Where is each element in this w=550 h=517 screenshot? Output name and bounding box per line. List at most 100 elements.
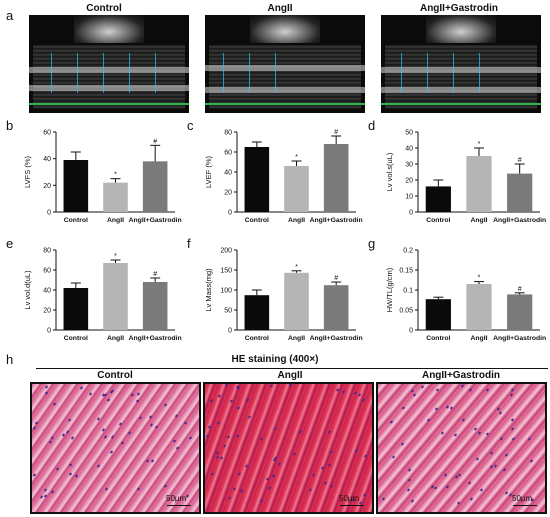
nucleus bbox=[104, 487, 109, 491]
x-tick-label: Control bbox=[426, 335, 450, 342]
nucleus bbox=[205, 434, 210, 438]
bar bbox=[425, 299, 451, 330]
nucleus bbox=[149, 423, 154, 427]
y-tick-label: 40 bbox=[43, 156, 51, 163]
x-tick-label: Control bbox=[64, 217, 88, 224]
scale-label-angii: 50μm bbox=[339, 494, 360, 503]
panel-letter-d: d bbox=[368, 118, 376, 133]
x-tick-label: Control bbox=[64, 335, 88, 342]
nucleus bbox=[148, 415, 153, 419]
histology-image-control bbox=[30, 382, 201, 514]
bar bbox=[507, 173, 533, 212]
y-tick-label: 0.15 bbox=[399, 268, 413, 275]
nucleus bbox=[32, 426, 37, 430]
nucleus bbox=[361, 398, 366, 402]
scale-label-gastrodin: 50μm bbox=[512, 494, 533, 503]
panel-letter-b: b bbox=[6, 118, 14, 133]
nucleus bbox=[391, 455, 396, 459]
nucleus bbox=[120, 441, 125, 445]
bar bbox=[323, 144, 349, 212]
nucleus bbox=[44, 385, 49, 389]
nucleus bbox=[353, 391, 358, 395]
nucleus bbox=[489, 451, 494, 455]
x-tick-label: Control bbox=[245, 335, 269, 342]
echo-title-angii: AngII bbox=[267, 3, 293, 14]
echo-image-angii bbox=[205, 15, 365, 113]
bar bbox=[466, 156, 492, 212]
nucleus bbox=[335, 388, 340, 392]
nucleus bbox=[407, 478, 412, 482]
nucleus bbox=[215, 455, 220, 459]
nucleus bbox=[510, 388, 515, 392]
nucleus bbox=[44, 391, 49, 395]
nucleus bbox=[311, 473, 316, 477]
nucleus bbox=[136, 392, 141, 396]
nucleus bbox=[271, 474, 276, 478]
nucleus bbox=[445, 485, 450, 489]
nucleus bbox=[362, 493, 367, 497]
nucleus bbox=[235, 434, 240, 438]
x-tick-label: AngII bbox=[288, 217, 305, 224]
significance-marker: # bbox=[153, 138, 157, 145]
nucleus bbox=[498, 411, 503, 415]
nucleus bbox=[407, 468, 412, 472]
nucleus bbox=[510, 427, 515, 431]
nucleus bbox=[510, 418, 515, 422]
significance-marker: # bbox=[334, 275, 338, 282]
nucleus bbox=[461, 418, 466, 422]
nucleus bbox=[298, 430, 303, 434]
y-tick-label: 20 bbox=[43, 308, 51, 315]
bar bbox=[284, 272, 309, 330]
bar bbox=[142, 282, 168, 330]
chart-e: 0 20 40 60 80 Lv vol.d(uL) Control * AngII # AngII… bbox=[23, 248, 182, 343]
x-tick-label: AngII+Gastrodin bbox=[310, 335, 363, 342]
nucleus bbox=[79, 386, 84, 390]
y-axis-label: Lv vol.d(uL) bbox=[23, 270, 32, 310]
nucleus bbox=[272, 458, 277, 462]
nucleus bbox=[67, 418, 72, 422]
histology-label-angii: AngII bbox=[277, 370, 303, 381]
nucleus bbox=[39, 495, 44, 499]
nucleus bbox=[110, 435, 115, 439]
y-tick-label: 80 bbox=[43, 248, 51, 255]
nucleus bbox=[493, 464, 498, 468]
y-tick-label: 30 bbox=[405, 162, 413, 169]
y-tick-label: 40 bbox=[405, 146, 413, 153]
nucleus bbox=[247, 415, 252, 419]
y-tick-label: 0 bbox=[228, 328, 232, 335]
y-tick-label: 0 bbox=[47, 210, 51, 217]
nucleus bbox=[215, 451, 220, 455]
x-tick-label: AngII+Gastrodin bbox=[129, 217, 182, 224]
x-tick-label: AngII bbox=[107, 217, 124, 224]
y-tick-label: 60 bbox=[43, 268, 51, 275]
panel-letter-h: h bbox=[6, 352, 14, 367]
significance-marker: * bbox=[114, 172, 117, 179]
nucleus bbox=[70, 436, 75, 440]
nucleus bbox=[227, 496, 232, 500]
nucleus bbox=[61, 433, 66, 437]
nucleus bbox=[50, 490, 55, 494]
y-tick-label: 10 bbox=[405, 194, 413, 201]
echo-title-control: Control bbox=[86, 3, 122, 14]
nucleus bbox=[216, 421, 221, 425]
nucleus bbox=[389, 420, 394, 424]
nucleus bbox=[267, 486, 272, 490]
nucleus bbox=[449, 406, 454, 410]
chart-g: 0 0.05 0.1 0.15 0.2 HW/TL(g/cm) Control * AngII #… bbox=[385, 248, 546, 343]
y-tick-label: 50 bbox=[405, 130, 413, 137]
nucleus bbox=[327, 430, 332, 434]
nucleus bbox=[163, 484, 168, 488]
nucleus bbox=[210, 472, 215, 476]
nucleus bbox=[259, 437, 264, 441]
y-tick-label: 60 bbox=[224, 150, 232, 157]
nucleus bbox=[244, 464, 249, 468]
nucleus bbox=[401, 406, 406, 410]
nucleus bbox=[479, 488, 484, 492]
nucleus bbox=[245, 398, 250, 402]
nucleus bbox=[175, 446, 180, 450]
scale-label-control: 50μm bbox=[166, 494, 187, 503]
histology-label-gastrodin: AngII+Gastrodin bbox=[421, 370, 501, 381]
y-tick-label: 0.2 bbox=[403, 248, 413, 255]
nucleus bbox=[222, 444, 227, 448]
x-tick-label: Control bbox=[245, 217, 269, 224]
